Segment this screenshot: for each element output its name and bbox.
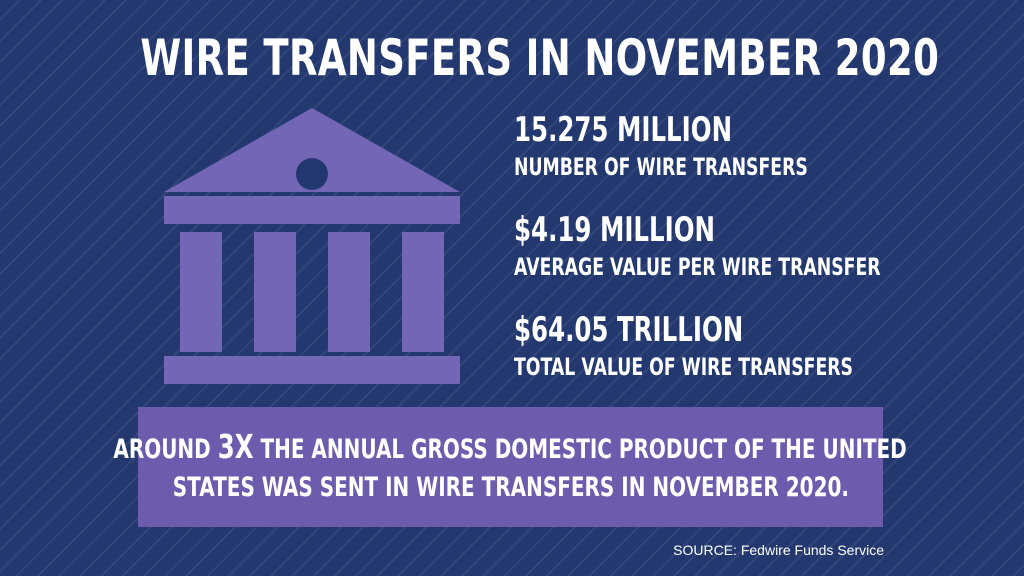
bank-pediment-window (296, 158, 328, 190)
bank-column (180, 232, 222, 352)
callout-line-2: STATES WAS SENT IN WIRE TRANSFERS IN NOV… (172, 471, 849, 503)
callout-line-1: AROUND 3X THE ANNUAL GROSS DOMESTIC PROD… (113, 426, 908, 466)
gdp-callout-box: AROUND 3X THE ANNUAL GROSS DOMESTIC PROD… (114, 407, 907, 527)
stat-label: NUMBER OF WIRE TRANSFERS (514, 153, 808, 181)
stat-average-value: $4.19 MILLION AVERAGE VALUE PER WIRE TRA… (514, 210, 1014, 282)
infographic-title-text: WIRE TRANSFERS IN NOVEMBER 2020 (140, 29, 940, 87)
bank-roof (164, 108, 460, 192)
stat-label: AVERAGE VALUE PER WIRE TRANSFER (514, 253, 881, 281)
bank-building-icon (164, 108, 460, 384)
bank-entablature (164, 196, 460, 224)
stat-number-of-transfers: 15.275 MILLION NUMBER OF WIRE TRANSFERS (514, 110, 1014, 182)
source-credit: SOURCE: Fedwire Funds Service (673, 542, 884, 558)
callout-emphasis: 3X (218, 426, 254, 466)
bank-column (328, 232, 370, 352)
bank-column (254, 232, 296, 352)
stat-value: 15.275 MILLION (514, 110, 733, 150)
bank-column (402, 232, 444, 352)
stat-total-value: $64.05 TRILLION TOTAL VALUE OF WIRE TRAN… (514, 310, 1014, 382)
bank-base (164, 356, 460, 384)
infographic-title: WIRE TRANSFERS IN NOVEMBER 2020 (0, 28, 1024, 88)
stat-value: $64.05 TRILLION (514, 310, 744, 350)
stat-value: $4.19 MILLION (514, 210, 716, 250)
stat-label: TOTAL VALUE OF WIRE TRANSFERS (514, 353, 854, 381)
